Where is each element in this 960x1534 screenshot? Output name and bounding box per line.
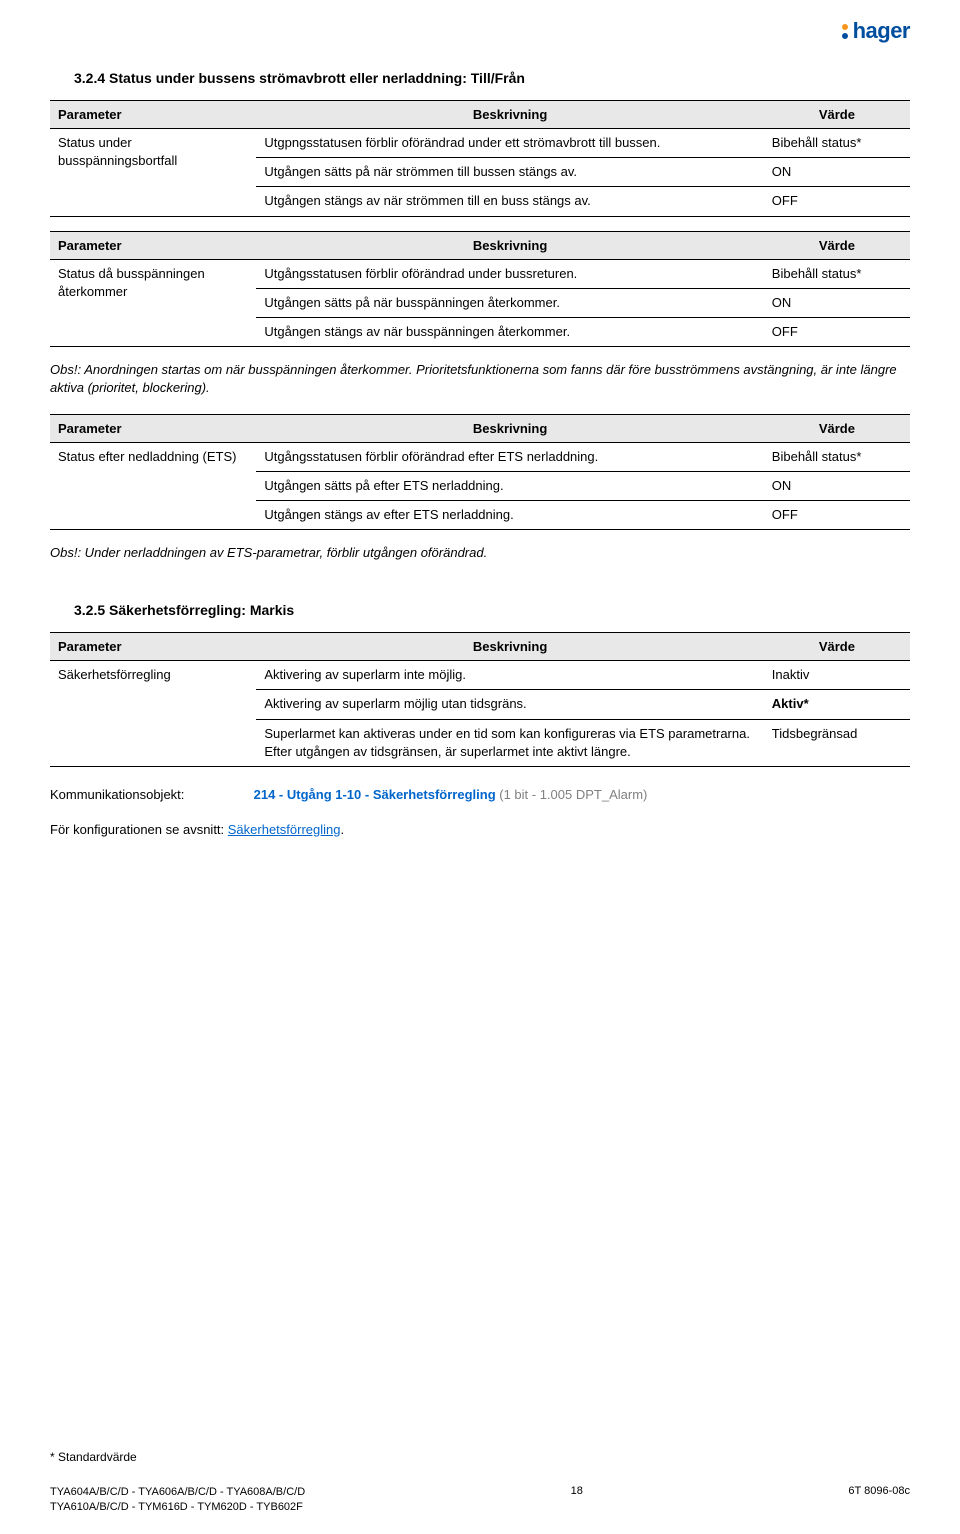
param-cell: Säkerhetsförregling <box>50 661 256 767</box>
config-ref-suffix: . <box>341 822 345 837</box>
value-cell: Bibehåll status* <box>764 259 910 288</box>
value-cell: ON <box>764 158 910 187</box>
desc-cell: Aktivering av superlarm inte möjlig. <box>256 661 763 690</box>
col-header-parameter: Parameter <box>50 231 256 259</box>
table-status-bortfall: Parameter Beskrivning Värde Status under… <box>50 100 910 217</box>
desc-cell: Utgången stängs av efter ETS nerladdning… <box>256 500 763 529</box>
table-row: Säkerhetsförregling Aktivering av superl… <box>50 661 910 690</box>
col-header-beskrivning: Beskrivning <box>256 633 763 661</box>
desc-cell: Aktivering av superlarm möjlig utan tids… <box>256 690 763 719</box>
config-ref-prefix: För konfigurationen se avsnitt: <box>50 822 228 837</box>
logo-dot-bottom <box>842 33 848 39</box>
table-row: Status då busspänningen återkommer Utgån… <box>50 259 910 288</box>
hager-logo: hager <box>842 18 910 44</box>
footer-models-1: TYA604A/B/C/D - TYA606A/B/C/D - TYA608A/… <box>50 1485 305 1499</box>
col-header-parameter: Parameter <box>50 414 256 442</box>
desc-cell: Utgången sätts på när strömmen till buss… <box>256 158 763 187</box>
col-header-parameter: Parameter <box>50 633 256 661</box>
param-cell: Status då busspänningen återkommer <box>50 259 256 347</box>
value-cell: Bibehåll status* <box>764 129 910 158</box>
value-cell: OFF <box>764 500 910 529</box>
footer-left: TYA604A/B/C/D - TYA606A/B/C/D - TYA608A/… <box>50 1485 305 1514</box>
desc-cell: Utgången stängs av när strömmen till en … <box>256 187 763 216</box>
section-title-325: 3.2.5 Säkerhetsförregling: Markis <box>74 602 910 618</box>
param-cell: Status under busspänningsbortfall <box>50 129 256 217</box>
value-cell: ON <box>764 288 910 317</box>
table-row: Status efter nedladdning (ETS) Utgångsst… <box>50 442 910 471</box>
value-cell: OFF <box>764 317 910 346</box>
col-header-varde: Värde <box>764 633 910 661</box>
komm-obj-label: Kommunikationsobjekt: <box>50 787 250 802</box>
desc-cell: Utgångsstatusen förblir oförändrad under… <box>256 259 763 288</box>
footer-page-number: 18 <box>571 1485 583 1514</box>
table-header-row: Parameter Beskrivning Värde <box>50 633 910 661</box>
note-anordningen: Obs!: Anordningen startas om när busspän… <box>50 361 910 397</box>
sakerhetsforregling-link[interactable]: Säkerhetsförregling <box>228 822 341 837</box>
page-footer: TYA604A/B/C/D - TYA606A/B/C/D - TYA608A/… <box>50 1485 910 1514</box>
col-header-parameter: Parameter <box>50 101 256 129</box>
desc-cell: Utgpngsstatusen förblir oförändrad under… <box>256 129 763 158</box>
note-nerladdning: Obs!: Under nerladdningen av ETS-paramet… <box>50 544 910 562</box>
value-cell: ON <box>764 471 910 500</box>
config-reference: För konfigurationen se avsnitt: Säkerhet… <box>50 822 910 837</box>
standard-value-note: * Standardvärde <box>50 1450 137 1464</box>
table-header-row: Parameter Beskrivning Värde <box>50 414 910 442</box>
col-header-beskrivning: Beskrivning <box>256 231 763 259</box>
komm-obj-value: 214 - Utgång 1-10 - Säkerhetsförregling … <box>254 787 648 802</box>
desc-cell: Utgången stängs av när busspänningen åte… <box>256 317 763 346</box>
table-status-aterkommer: Parameter Beskrivning Värde Status då bu… <box>50 231 910 348</box>
table-sakerhetsforregling: Parameter Beskrivning Värde Säkerhetsför… <box>50 632 910 767</box>
section-title-324: 3.2.4 Status under bussens strömavbrott … <box>74 70 910 86</box>
footer-models-2: TYA610A/B/C/D - TYM616D - TYM620D - TYB6… <box>50 1500 305 1514</box>
komm-obj-gray: (1 bit - 1.005 DPT_Alarm) <box>496 787 648 802</box>
param-cell: Status efter nedladdning (ETS) <box>50 442 256 530</box>
col-header-varde: Värde <box>764 101 910 129</box>
table-row: Status under busspänningsbortfall Utgpng… <box>50 129 910 158</box>
value-cell: Aktiv* <box>764 690 910 719</box>
table-header-row: Parameter Beskrivning Värde <box>50 231 910 259</box>
desc-cell: Utgångsstatusen förblir oförändrad efter… <box>256 442 763 471</box>
desc-cell: Utgången sätts på när busspänningen åter… <box>256 288 763 317</box>
col-header-beskrivning: Beskrivning <box>256 101 763 129</box>
kommunikationsobjekt-row: Kommunikationsobjekt: 214 - Utgång 1-10 … <box>50 787 910 802</box>
value-cell: Tidsbegränsad <box>764 719 910 766</box>
desc-cell: Utgången sätts på efter ETS nerladdning. <box>256 471 763 500</box>
logo-dots <box>842 24 848 39</box>
value-cell: Inaktiv <box>764 661 910 690</box>
col-header-varde: Värde <box>764 231 910 259</box>
komm-obj-blue: 214 - Utgång 1-10 - Säkerhetsförregling <box>254 787 496 802</box>
logo-text: hager <box>853 18 910 44</box>
document-page: hager 3.2.4 Status under bussens strömav… <box>0 0 960 1534</box>
col-header-beskrivning: Beskrivning <box>256 414 763 442</box>
desc-cell: Superlarmet kan aktiveras under en tid s… <box>256 719 763 766</box>
value-cell: Bibehåll status* <box>764 442 910 471</box>
logo-dot-top <box>842 24 848 30</box>
col-header-varde: Värde <box>764 414 910 442</box>
value-cell: OFF <box>764 187 910 216</box>
footer-doc-id: 6T 8096-08c <box>848 1485 910 1514</box>
table-header-row: Parameter Beskrivning Värde <box>50 101 910 129</box>
table-status-ets: Parameter Beskrivning Värde Status efter… <box>50 414 910 531</box>
